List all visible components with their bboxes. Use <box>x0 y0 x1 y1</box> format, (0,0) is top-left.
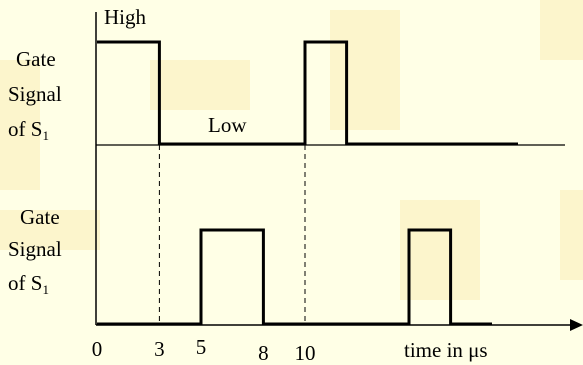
upper-gate-label: Gate Signal of S1 <box>8 47 62 143</box>
watermark <box>0 0 583 300</box>
upper-gate-line2: Signal <box>8 82 62 106</box>
lower-gate-waveform <box>97 228 492 326</box>
low-label: Low <box>208 113 247 137</box>
time-axis-label: time in μs <box>404 338 488 362</box>
time-tick-10: 10 <box>295 341 316 365</box>
lower-gate-line1: Gate <box>20 205 60 229</box>
lower-gate-label: Gate Signal of S1 <box>8 205 62 297</box>
watermark-shape <box>0 60 40 190</box>
time-tick-3: 3 <box>154 337 165 361</box>
watermark-shape <box>560 190 583 280</box>
lower-gate-line2: Signal <box>8 237 62 261</box>
upper-gate-line3: of S1 <box>8 117 49 143</box>
time-tick-5: 5 <box>196 335 207 359</box>
watermark-shape <box>540 0 583 60</box>
upper-gate-waveform <box>97 40 518 146</box>
watermark-shape <box>150 60 250 110</box>
time-tick-labels: 0 3 5 8 10 <box>92 335 316 365</box>
watermark-shape <box>0 210 100 250</box>
dashed-markers <box>158 145 306 325</box>
time-tick-0: 0 <box>92 337 103 361</box>
high-label: High <box>104 5 147 29</box>
lower-gate-line3: of S1 <box>8 271 49 297</box>
watermark-shape <box>330 10 400 130</box>
time-axis-arrow <box>570 319 583 331</box>
time-tick-8: 8 <box>258 341 269 365</box>
upper-gate-line1: Gate <box>16 47 56 71</box>
watermark-shape <box>400 200 480 300</box>
